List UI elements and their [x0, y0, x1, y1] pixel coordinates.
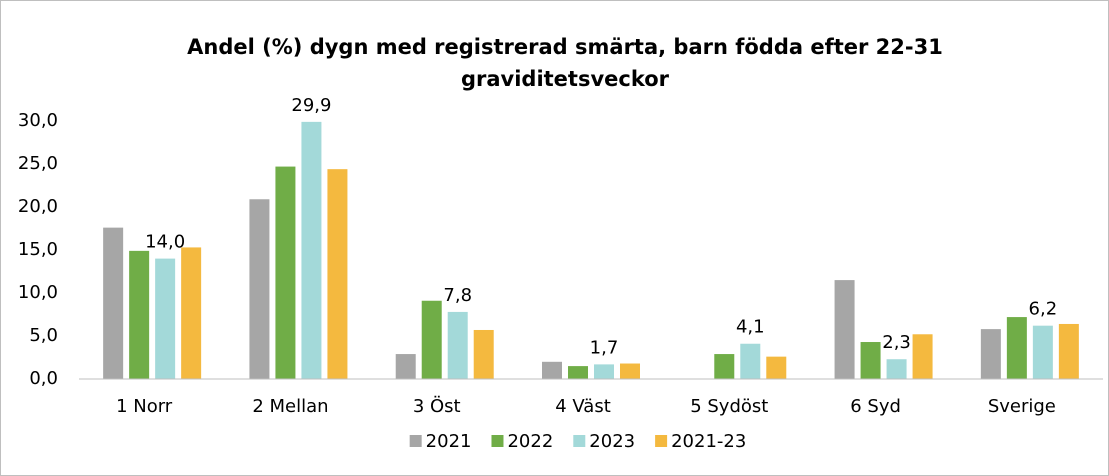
bar [620, 363, 640, 379]
bar [912, 334, 933, 379]
legend-swatch [409, 435, 422, 447]
bar [740, 343, 761, 379]
x-tick-label: 5 Sydöst [690, 396, 768, 417]
legend-swatch [491, 435, 504, 447]
bar [886, 359, 907, 379]
bar [103, 227, 124, 379]
bar [834, 280, 855, 379]
bar [594, 364, 614, 379]
bar [447, 311, 468, 379]
bar [542, 361, 562, 379]
bar [421, 300, 442, 379]
legend-label: 2021 [426, 431, 472, 452]
y-tick-label: 15,0 [18, 239, 58, 260]
legend-swatch [655, 435, 668, 447]
x-tick-label: 3 Öst [413, 395, 461, 417]
legend-label: 2021-23 [671, 431, 746, 452]
y-tick-label: 0,0 [29, 368, 58, 389]
bar [301, 121, 322, 380]
data-label: 7,8 [443, 285, 472, 306]
data-label: 14,0 [145, 232, 185, 253]
bar [181, 247, 202, 379]
bar [980, 329, 1001, 379]
y-tick-label: 25,0 [18, 153, 58, 174]
data-label: 29,9 [291, 95, 331, 116]
bar [860, 342, 881, 379]
y-tick-label: 30,0 [18, 110, 58, 131]
legend-label: 2022 [507, 431, 553, 452]
bar [155, 258, 176, 379]
bar [1032, 325, 1053, 379]
legend-label: 2023 [589, 431, 635, 452]
data-label: 6,2 [1029, 299, 1058, 320]
bar [395, 354, 416, 379]
y-tick-label: 5,0 [29, 325, 58, 346]
x-tick-label: 6 Syd [850, 396, 901, 417]
data-label: 4,1 [736, 317, 765, 338]
chart-title: Andel (%) dygn med registrerad smärta, b… [187, 35, 943, 59]
legend-swatch [573, 435, 586, 447]
bar [766, 356, 787, 379]
bar [1006, 317, 1027, 379]
x-tick-label: Sverige [988, 396, 1056, 417]
bar [129, 250, 150, 379]
bar [249, 199, 270, 379]
bar [473, 329, 494, 379]
bar [275, 166, 296, 379]
bar [714, 354, 735, 379]
y-tick-label: 20,0 [18, 196, 58, 217]
data-label: 1,7 [590, 337, 619, 358]
x-tick-label: 2 Mellan [252, 396, 328, 417]
x-tick-label: 1 Norr [116, 396, 173, 417]
y-tick-label: 10,0 [18, 282, 58, 303]
chart-title: graviditetsveckor [461, 67, 670, 91]
bar [568, 366, 588, 379]
data-label: 2,3 [882, 332, 911, 353]
x-tick-label: 4 Väst [555, 396, 611, 417]
bar [327, 169, 348, 379]
bar [1058, 323, 1079, 379]
